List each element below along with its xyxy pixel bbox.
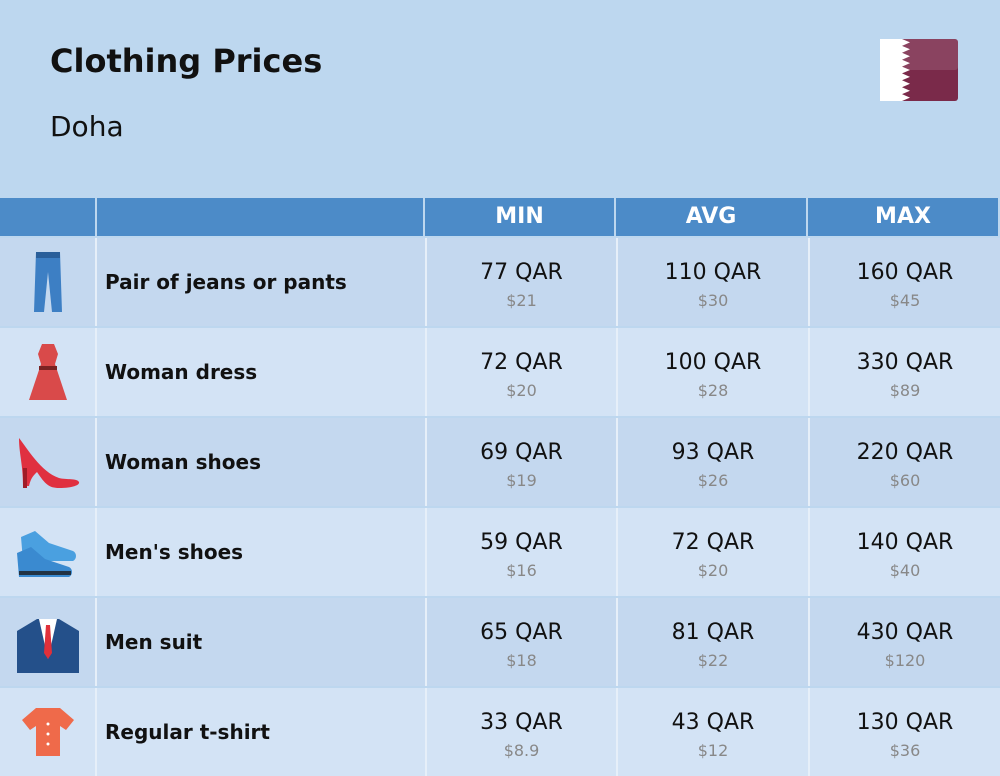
price-local: 160 QAR xyxy=(856,260,954,285)
price-usd: $36 xyxy=(889,741,921,760)
price-cell: 72 QAR $20 xyxy=(425,328,616,416)
price-usd: $16 xyxy=(506,561,537,580)
price-usd: $60 xyxy=(889,471,921,490)
price-local: 81 QAR xyxy=(671,620,755,645)
row-icon xyxy=(0,508,97,596)
price-cell: 160 QAR $45 xyxy=(808,238,1000,326)
price-cell: 330 QAR $89 xyxy=(808,328,1000,416)
column-header: MIN xyxy=(425,198,616,236)
price-cell: 69 QAR $19 xyxy=(425,418,616,506)
row-icon xyxy=(0,598,97,686)
row-label: Woman dress xyxy=(97,328,425,416)
price-local: 72 QAR xyxy=(671,530,755,555)
price-cell: 43 QAR $12 xyxy=(616,688,808,776)
price-usd: $30 xyxy=(697,291,729,310)
price-local: 59 QAR xyxy=(480,530,563,555)
price-cell: 220 QAR $60 xyxy=(808,418,1000,506)
row-label: Pair of jeans or pants xyxy=(97,238,425,326)
price-local: 130 QAR xyxy=(856,710,954,735)
row-icon xyxy=(0,328,97,416)
price-local: 43 QAR xyxy=(671,710,755,735)
price-usd: $45 xyxy=(889,291,921,310)
row-label: Woman shoes xyxy=(97,418,425,506)
price-usd: $19 xyxy=(506,471,537,490)
price-local: 65 QAR xyxy=(480,620,563,645)
price-local: 72 QAR xyxy=(480,350,563,375)
price-local: 93 QAR xyxy=(671,440,755,465)
column-header: AVG xyxy=(616,198,808,236)
price-cell: 59 QAR $16 xyxy=(425,508,616,596)
price-usd: $20 xyxy=(506,381,537,400)
row-icon xyxy=(0,418,97,506)
price-cell: 93 QAR $26 xyxy=(616,418,808,506)
price-usd: $40 xyxy=(889,561,921,580)
price-cell: 33 QAR $8.9 xyxy=(425,688,616,776)
price-usd: $26 xyxy=(697,471,729,490)
price-local: 140 QAR xyxy=(856,530,954,555)
price-usd: $12 xyxy=(697,741,729,760)
price-usd: $120 xyxy=(884,651,926,670)
row-icon xyxy=(0,238,97,326)
price-cell: 130 QAR $36 xyxy=(808,688,1000,776)
price-usd: $21 xyxy=(506,291,537,310)
price-cell: 140 QAR $40 xyxy=(808,508,1000,596)
price-usd: $22 xyxy=(697,651,729,670)
price-usd: $89 xyxy=(889,381,921,400)
price-cell: 65 QAR $18 xyxy=(425,598,616,686)
row-label: Men's shoes xyxy=(97,508,425,596)
price-cell: 430 QAR $120 xyxy=(808,598,1000,686)
price-cell: 110 QAR $30 xyxy=(616,238,808,326)
price-table: MIN AVG MAX Pair of jeans or pants 77 QAR $21… xyxy=(0,198,1000,776)
price-cell: 100 QAR $28 xyxy=(616,328,808,416)
price-usd: $8.9 xyxy=(503,741,540,760)
column-header: MAX xyxy=(808,198,1000,236)
price-local: 100 QAR xyxy=(664,350,762,375)
header-cell xyxy=(97,198,425,236)
price-usd: $28 xyxy=(697,381,729,400)
price-local: 110 QAR xyxy=(664,260,762,285)
header-cell xyxy=(0,198,97,236)
row-icon xyxy=(0,688,97,776)
title: Clothing Prices xyxy=(50,42,323,80)
row-label: Regular t-shirt xyxy=(97,688,425,776)
price-cell: 77 QAR $21 xyxy=(425,238,616,326)
row-label: Men suit xyxy=(97,598,425,686)
price-local: 69 QAR xyxy=(480,440,563,465)
price-usd: $20 xyxy=(697,561,729,580)
price-local: 330 QAR xyxy=(856,350,954,375)
subtitle: Doha xyxy=(50,110,124,143)
price-cell: 72 QAR $20 xyxy=(616,508,808,596)
price-local: 430 QAR xyxy=(856,620,954,645)
price-local: 77 QAR xyxy=(480,260,563,285)
price-local: 33 QAR xyxy=(480,710,563,735)
price-usd: $18 xyxy=(506,651,537,670)
price-cell: 81 QAR $22 xyxy=(616,598,808,686)
flag xyxy=(880,39,958,101)
price-local: 220 QAR xyxy=(856,440,954,465)
